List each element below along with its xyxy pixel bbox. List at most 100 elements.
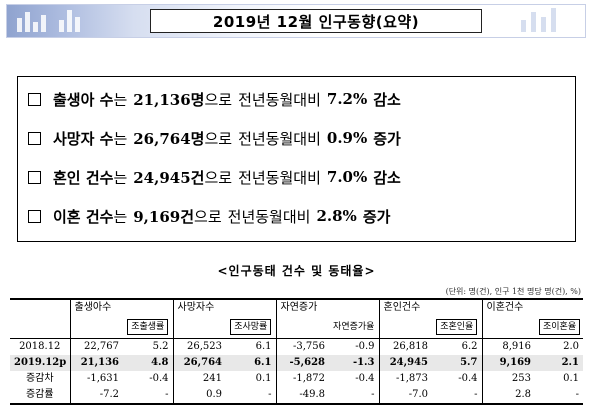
table-cell: 21,136 (69, 355, 123, 371)
summary-line-divorces: 이혼 건수 는 9,169건 으로 전년동월대비 2.8% 증가 (28, 202, 390, 230)
table-cell: 26,764 (172, 355, 226, 371)
table-cell: 26,523 (172, 338, 226, 355)
table-cell: 8,916 (481, 338, 535, 355)
summary-particle: 는 (113, 90, 128, 109)
sub-header: 자연증가율 (333, 322, 375, 332)
banner-bar-decoration (531, 12, 536, 32)
summary-pct: 7.0% (326, 168, 368, 186)
summary-value: 21,136명 (133, 90, 205, 109)
table-cell: 6.1 (226, 355, 276, 371)
table-cell: -0.9 (355, 341, 375, 352)
checkbox-square-icon (28, 209, 41, 223)
sub-header: 조이혼율 (539, 319, 581, 335)
table-cell: - (329, 387, 379, 405)
table-cell: -1,873 (378, 371, 432, 387)
table-cell: - (432, 387, 482, 405)
summary-mid: 으로 (194, 207, 222, 226)
table-cell: - (535, 387, 583, 405)
summary-pct: 7.2% (326, 90, 368, 108)
banner-bar-decoration (67, 10, 72, 32)
group-header: 자연증가 (275, 298, 379, 316)
banner-bar-decoration (33, 22, 38, 32)
group-header: 출생아수 (69, 298, 173, 316)
summary-compare: 전년동월대비 (238, 129, 321, 148)
summary-mid: 으로 (204, 90, 233, 109)
table-cell: 4.8 (123, 355, 173, 371)
table-cell: 6.2 (461, 341, 478, 352)
checkbox-square-icon (28, 131, 41, 145)
table-cell: 26,818 (378, 338, 432, 355)
summary-compare: 전년동월대비 (227, 207, 311, 226)
table-cell: 5.7 (432, 355, 482, 371)
table-header-groups: 출생아수 사망자수 자연증가 혼인건수 이혼건수 (10, 298, 583, 339)
checkbox-square-icon (28, 92, 41, 106)
table-cell: -1.3 (329, 355, 379, 371)
summary-particle: 는 (113, 207, 128, 226)
table-cell: - (123, 387, 173, 405)
page-title: 2019년 12월 인구동향(요약) (150, 9, 482, 33)
table-cell: -5,628 (275, 355, 329, 371)
summary-value: 9,169건 (133, 207, 195, 226)
sub-header: 조사망률 (230, 319, 272, 335)
summary-subject: 이혼 건수 (53, 207, 114, 226)
table-unit-note: (단위: 명(건), 인구 1천 명당 명(건), %) (445, 287, 581, 296)
table-cell: -49.8 (275, 387, 329, 405)
summary-mid: 으로 (204, 129, 233, 148)
table-cell: 9,169 (481, 355, 535, 371)
table-row: 2018.12 22,767 5.2 26,523 6.1 -3,756 -0.9 2… (10, 338, 583, 355)
banner-bar-decoration (521, 20, 526, 32)
table-cell: - (226, 387, 276, 405)
table-cell: -1,872 (275, 371, 329, 387)
row-label: 2018.12 (19, 341, 61, 352)
table-cell: 5.2 (152, 341, 169, 352)
banner-bar-decoration (25, 12, 30, 32)
summary-pct: 2.8% (316, 207, 357, 225)
stats-table: 출생아수 사망자수 자연증가 혼인건수 이혼건수 조출생률 조사망률 자연증가율… (10, 298, 583, 405)
checkbox-square-icon (28, 170, 41, 184)
banner-bar-decoration (551, 8, 556, 32)
row-label: 증감률 (10, 387, 70, 405)
table-cell: 22,767 (69, 338, 123, 355)
summary-value: 26,764명 (133, 129, 205, 148)
summary-direction: 증가 (362, 207, 391, 226)
row-label: 2019.12p (10, 355, 70, 371)
summary-direction: 감소 (373, 168, 401, 187)
table-cell: 241 (172, 371, 226, 387)
group-header: 혼인건수 (378, 298, 482, 316)
table-header-subheads: 조출생률 조사망률 자연증가율 조혼인율 조이혼율 (10, 316, 583, 339)
table-title: <인구동태 건수 및 동태율> (217, 264, 376, 278)
group-header: 이혼건수 (481, 298, 583, 316)
summary-particle: 는 (113, 168, 128, 187)
table-cell: 0.9 (172, 387, 226, 405)
banner-bar-decoration (41, 15, 46, 32)
table-cell: -0.4 (149, 373, 169, 384)
table-row-highlighted: 2019.12p 21,136 4.8 26,764 6.1 -5,628 -1.3 … (10, 355, 583, 371)
summary-compare: 전년동월대비 (238, 168, 321, 187)
table-cell: -7.2 (69, 387, 123, 405)
summary-subject: 출생아 수 (53, 90, 114, 109)
table-cell: 253 (481, 371, 535, 387)
table-cell: -0.4 (458, 373, 478, 384)
summary-value: 24,945건 (133, 168, 205, 187)
table-cell: 2.0 (563, 341, 579, 352)
summary-line-marriages: 혼인 건수 는 24,945건 으로 전년동월대비 7.0% 감소 (28, 163, 401, 191)
table-cell: -1,631 (69, 371, 123, 387)
banner-bar-decoration (59, 20, 64, 32)
summary-pct: 0.9% (326, 129, 368, 147)
sub-header: 조혼인율 (436, 319, 478, 335)
table-cell: 2.8 (481, 387, 535, 405)
summary-mid: 으로 (204, 168, 233, 187)
table-cell: -0.4 (355, 373, 375, 384)
table-cell: -3,756 (275, 338, 329, 355)
summary-direction: 증가 (373, 129, 401, 148)
table-row: 증감차 -1,631 -0.4 241 0.1 -1,872 -0.4 -1,873-… (10, 371, 583, 387)
table-cell: 0.1 (563, 373, 579, 384)
banner-bar-decoration (17, 18, 22, 32)
summary-subject: 혼인 건수 (53, 168, 114, 187)
table-cell: 24,945 (378, 355, 432, 371)
summary-compare: 전년동월대비 (238, 90, 321, 109)
row-label: 증감차 (25, 373, 54, 384)
